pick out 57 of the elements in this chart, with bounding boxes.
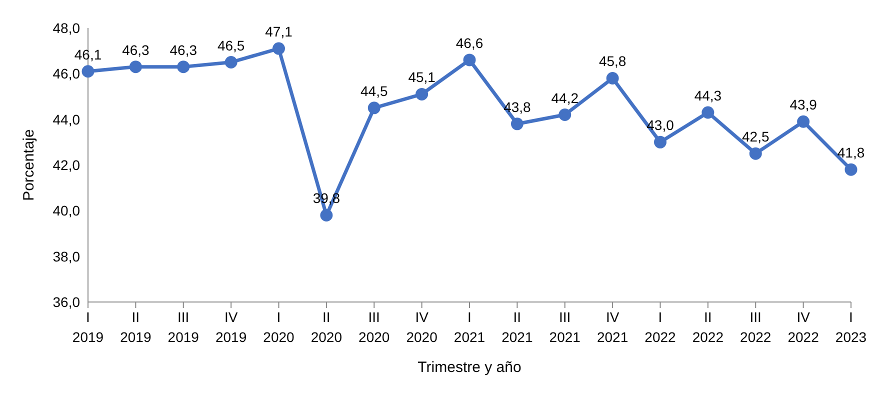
x-tick-label: II 2022 xyxy=(692,309,724,345)
data-label: 46,3 xyxy=(122,42,150,58)
data-label: 44,5 xyxy=(360,82,388,99)
point xyxy=(82,65,94,78)
x-tick-label: IV 2019 xyxy=(215,309,247,345)
point xyxy=(606,72,619,84)
data-label: 44,3 xyxy=(694,87,722,104)
point xyxy=(844,163,858,176)
point xyxy=(558,108,572,122)
y-tick-label: 42,0 xyxy=(52,156,80,173)
point xyxy=(320,208,333,222)
y-tick-label: 36,0 xyxy=(52,294,80,310)
x-tick-label: I 2023 xyxy=(835,309,867,345)
x-tick-label: IV 2021 xyxy=(596,309,628,345)
x-tick-label: III 2022 xyxy=(740,309,772,345)
point xyxy=(654,136,666,148)
x-tick-label: II 2021 xyxy=(502,309,533,345)
x-tick-label: III 2019 xyxy=(168,309,200,345)
data-label: 41,8 xyxy=(837,144,865,161)
point xyxy=(368,102,380,114)
point xyxy=(177,60,190,74)
x-axis-title: Trimestre y año xyxy=(418,359,522,376)
x-tick-label: IV 2020 xyxy=(406,309,438,345)
point xyxy=(749,147,762,160)
data-label: 43,9 xyxy=(790,96,818,113)
x-tick-label: I 2020 xyxy=(263,309,295,345)
point xyxy=(129,60,142,74)
point xyxy=(797,115,810,128)
y-axis-title: Porcentaje xyxy=(20,129,38,201)
data-label: 46,1 xyxy=(74,46,102,62)
x-tick-label: III 2020 xyxy=(358,309,390,345)
x-tick-label: III 2021 xyxy=(549,309,581,345)
x-tick-label: II 2019 xyxy=(120,309,152,345)
point xyxy=(416,88,428,100)
x-tick-label: I 2019 xyxy=(72,309,104,345)
data-label: 47,1 xyxy=(265,24,293,40)
data-label: 46,3 xyxy=(170,42,198,58)
data-label: 42,5 xyxy=(742,128,770,145)
point xyxy=(702,106,714,119)
data-label: 46,5 xyxy=(217,37,245,54)
point xyxy=(272,42,285,55)
y-tick-label: 38,0 xyxy=(52,248,80,264)
point xyxy=(463,54,476,66)
data-label: 44,2 xyxy=(551,90,579,106)
x-tick-label: IV 2022 xyxy=(788,309,820,345)
data-label: 46,6 xyxy=(456,34,484,51)
y-tick-label: 46,0 xyxy=(52,66,80,82)
x-tick-label: I 2021 xyxy=(454,309,486,345)
y-tick-label: 48,0 xyxy=(52,20,80,36)
data-label: 45,1 xyxy=(408,69,436,86)
x-tick-label: II 2020 xyxy=(310,309,342,345)
point xyxy=(510,118,524,130)
y-tick-label: 44,0 xyxy=(52,111,80,128)
point xyxy=(224,56,238,68)
x-tick-label: I 2022 xyxy=(644,309,676,345)
data-label: 45,8 xyxy=(598,53,626,70)
y-tick-label: 40,0 xyxy=(52,202,80,219)
